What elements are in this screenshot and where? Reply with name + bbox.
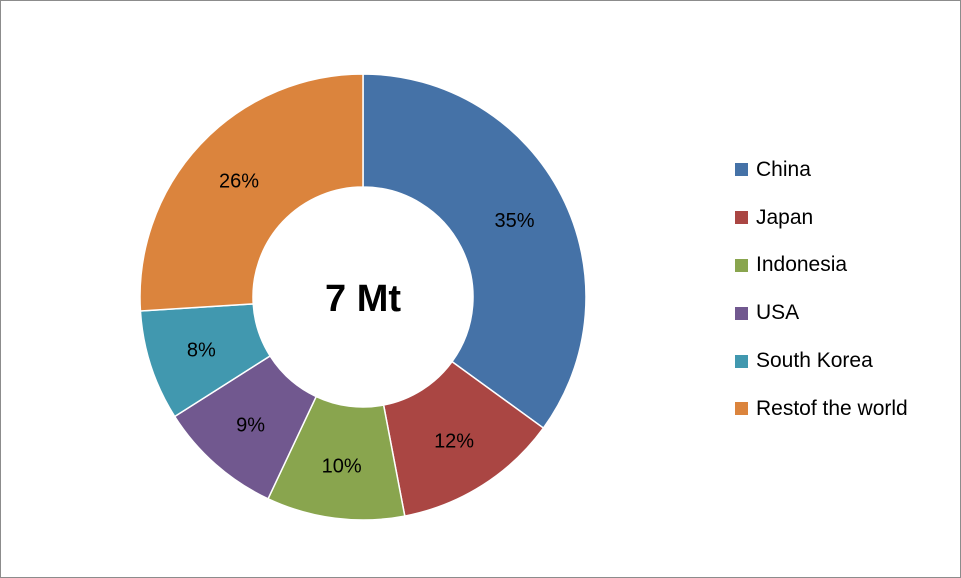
legend-item: Restof the world [735,385,908,433]
legend-item: South Korea [735,337,908,385]
legend-label: Japan [756,205,814,229]
legend-swatch [735,306,748,320]
legend-item: Japan [735,194,908,242]
slice-restof-the-world [139,73,364,312]
legend-swatch [735,211,748,225]
legend-item: China [735,146,908,194]
legend-label: China [756,157,811,181]
slices [139,73,587,521]
legend-label: USA [756,301,800,325]
slice-labels: 35% 12% 10% 9% 8% 26% [187,171,535,478]
legend-item: Indonesia [735,242,908,290]
legend-label: Indonesia [756,253,848,277]
legend-label: Restof the world [756,396,908,420]
center-label: 7 Mt [325,278,401,320]
legend: China Japan Indonesia USA South Korea Restof … [735,146,908,433]
legend-swatch [735,354,748,368]
slice-label: 12% [434,431,474,453]
slice-label: 8% [187,340,216,362]
slice-label: 9% [236,415,265,437]
legend-label: South Korea [756,349,873,373]
donut-chart: 35% 12% 10% 9% 8% 26% 7 Mt [139,73,587,521]
legend-swatch [735,163,748,177]
legend-swatch [735,258,748,272]
slice-label: 35% [494,210,534,232]
legend-item: USA [735,289,908,337]
slice-label: 26% [219,171,259,193]
legend-swatch [735,402,748,416]
slice-label: 10% [322,456,362,478]
slice-china [362,73,587,430]
